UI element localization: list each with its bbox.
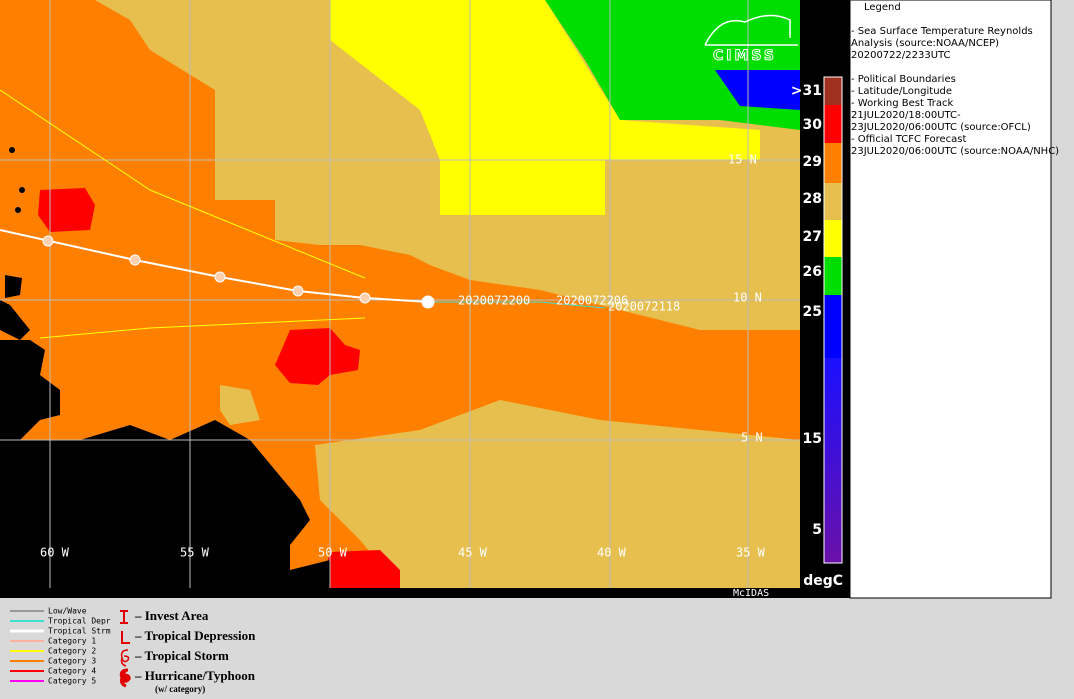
colorbar-label: >31 <box>791 83 822 99</box>
line-type-label: Low/Wave <box>48 607 87 616</box>
storm-symbol <box>214 271 226 283</box>
colorbar: >31 30 29 28 27 26 25 15 5 degC <box>791 0 850 598</box>
map: 15 N 10 N 5 N 60 W 55 W 50 W 45 W 40 W 3… <box>0 0 800 599</box>
line-type-label: Tropical Depr <box>48 617 111 626</box>
sst-25 <box>715 70 800 110</box>
line-type-label: Tropical Strm <box>48 627 111 636</box>
line-type-label: Category 4 <box>48 667 96 676</box>
symbol-note: (w/ category) <box>155 684 205 694</box>
storm-symbol <box>42 235 54 247</box>
colorbar-label: 27 <box>803 229 822 245</box>
sst-30 <box>320 550 400 588</box>
legend-line: - Sea Surface Temperature Reynolds <box>851 26 1033 37</box>
storm-symbol <box>129 254 141 266</box>
colorbar-label: 30 <box>803 117 823 133</box>
storm-icon <box>120 649 130 667</box>
forecast-track <box>430 301 606 309</box>
symbol-label: – Tropical Depression <box>134 628 256 643</box>
storm-symbol <box>292 285 304 297</box>
logo-art <box>704 14 798 46</box>
color-swatch <box>824 143 842 183</box>
symbol-label: – Invest Area <box>134 608 209 623</box>
line-type-label: Category 1 <box>48 637 96 646</box>
lon-label: 35 W <box>736 546 766 560</box>
legend-title: Legend <box>864 2 901 13</box>
legend-line: - Official TCFC Forecast <box>851 134 966 145</box>
symbol-label: – Tropical Storm <box>134 648 229 663</box>
track-label: 2020072200 <box>458 294 530 308</box>
color-swatch <box>824 105 842 143</box>
lon-label: 55 W <box>180 546 210 560</box>
legend-panel: Legend - Sea Surface Temperature Reynold… <box>849 0 1059 599</box>
legend-line: 20200722/2233UTC <box>851 50 951 61</box>
colorbar-label: 29 <box>803 154 822 170</box>
color-swatch <box>824 220 842 257</box>
invest-icon <box>120 610 128 624</box>
legend-line: Analysis (source:NOAA/NCEP) <box>851 38 999 49</box>
forecast-cone <box>0 89 366 279</box>
island <box>19 187 25 193</box>
storm-symbol <box>421 295 435 309</box>
storm-symbol <box>359 292 371 304</box>
sst-30 <box>38 188 95 232</box>
color-swatch <box>824 295 842 358</box>
legend-line: - Political Boundaries <box>851 74 956 85</box>
colorbar-label: 15 <box>803 431 822 447</box>
color-swatch <box>824 77 842 105</box>
legend-line: - Working Best Track <box>851 98 953 109</box>
island <box>15 207 21 213</box>
sst-28 <box>315 400 800 588</box>
line-type-label: Category 2 <box>48 647 96 656</box>
sst-30 <box>275 328 360 385</box>
color-swatch <box>824 183 842 220</box>
island <box>0 300 30 340</box>
colorbar-label: 28 <box>803 191 822 207</box>
lat-label: 5 N <box>741 431 763 445</box>
land <box>0 340 330 588</box>
track-label: 2020072118 <box>608 300 680 314</box>
line-type-label: Category 5 <box>48 677 96 686</box>
storm-track <box>0 229 431 303</box>
legend-line: 23JUL2020/06:00UTC (source:NOAA/NHC) <box>851 146 1059 157</box>
depression-icon <box>121 631 130 644</box>
hurricane-icon <box>119 668 131 688</box>
lat-label: 10 N <box>733 291 762 305</box>
colorbar-unit: degC <box>803 573 843 589</box>
colorbar-frame <box>823 76 843 564</box>
track-points <box>42 235 435 309</box>
lon-label: 60 W <box>40 546 70 560</box>
legend-line: 23JUL2020/06:00UTC (source:OFCL) <box>851 122 1031 133</box>
lat-label: 15 N <box>728 153 757 167</box>
colorbar-label: 25 <box>803 304 822 320</box>
logo: CIMSS <box>713 48 777 64</box>
colorbar-label: 5 <box>812 522 822 538</box>
line-type-label: Category 3 <box>48 657 96 666</box>
track-label: 2020072206 <box>556 294 628 308</box>
key: – Invest Area – Tropical Depression – Tr… <box>10 607 256 694</box>
symbol-label: – Hurricane/Typhoon <box>134 668 256 683</box>
legend-line: 21JUL2020/18:00UTC- <box>851 110 961 121</box>
island <box>9 147 15 153</box>
legend-line: - Latitude/Longitude <box>851 86 952 97</box>
color-swatch <box>824 358 842 563</box>
island <box>5 275 22 298</box>
map-footer <box>0 588 800 598</box>
color-swatch <box>824 257 842 295</box>
credit: McIDAS <box>733 588 769 599</box>
sst-27 <box>330 0 760 215</box>
lon-label: 40 W <box>597 546 627 560</box>
forecast-cone <box>39 317 366 339</box>
lon-label: 50 W <box>318 546 348 560</box>
colorbar-label: 26 <box>803 264 822 280</box>
sst-28 <box>220 385 260 425</box>
lon-label: 45 W <box>458 546 488 560</box>
legend-box <box>849 0 1052 599</box>
